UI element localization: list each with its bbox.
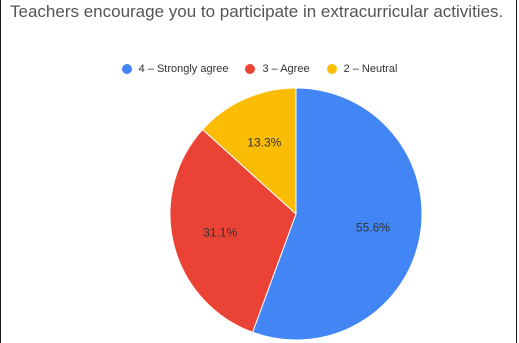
pie-slice-labels: 55.6% 31.1% 13.3%	[203, 136, 390, 240]
pie-slice-value-label: 13.3%	[247, 136, 281, 150]
chart-legend: 4 – Strongly agree 3 – Agree 2 – Neutral	[0, 63, 519, 75]
chart-title: Teachers encourage you to participate in…	[10, 2, 504, 21]
pie-slice-agree[interactable]	[169, 128, 297, 333]
legend-label: 2 – Neutral	[343, 63, 398, 75]
legend-swatch	[121, 64, 132, 74]
pie-slices	[169, 87, 423, 341]
pie-slice-neutral[interactable]	[201, 87, 297, 216]
pie-slice-value-label: 55.6%	[356, 221, 390, 235]
legend-label: 4 – Strongly agree	[138, 63, 229, 75]
legend-item-agree[interactable]: 3 – Agree	[245, 63, 310, 75]
legend-item-strongly-agree[interactable]: 4 – Strongly agree	[121, 63, 229, 75]
legend-swatch	[245, 64, 256, 74]
legend-label: 3 – Agree	[262, 63, 310, 75]
pie-slice-value-label: 31.1%	[203, 226, 237, 240]
pie-slice-strongly-agree[interactable]	[251, 87, 423, 341]
legend-item-neutral[interactable]: 2 – Neutral	[326, 63, 398, 75]
legend-swatch	[326, 64, 337, 74]
